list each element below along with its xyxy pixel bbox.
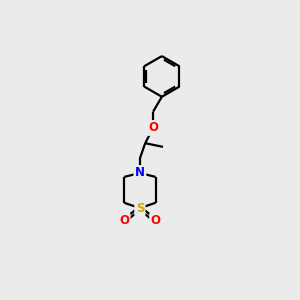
Text: S: S <box>136 202 144 214</box>
Text: N: N <box>135 167 145 179</box>
Text: O: O <box>148 122 158 134</box>
Text: O: O <box>151 214 160 227</box>
Text: O: O <box>119 214 129 227</box>
